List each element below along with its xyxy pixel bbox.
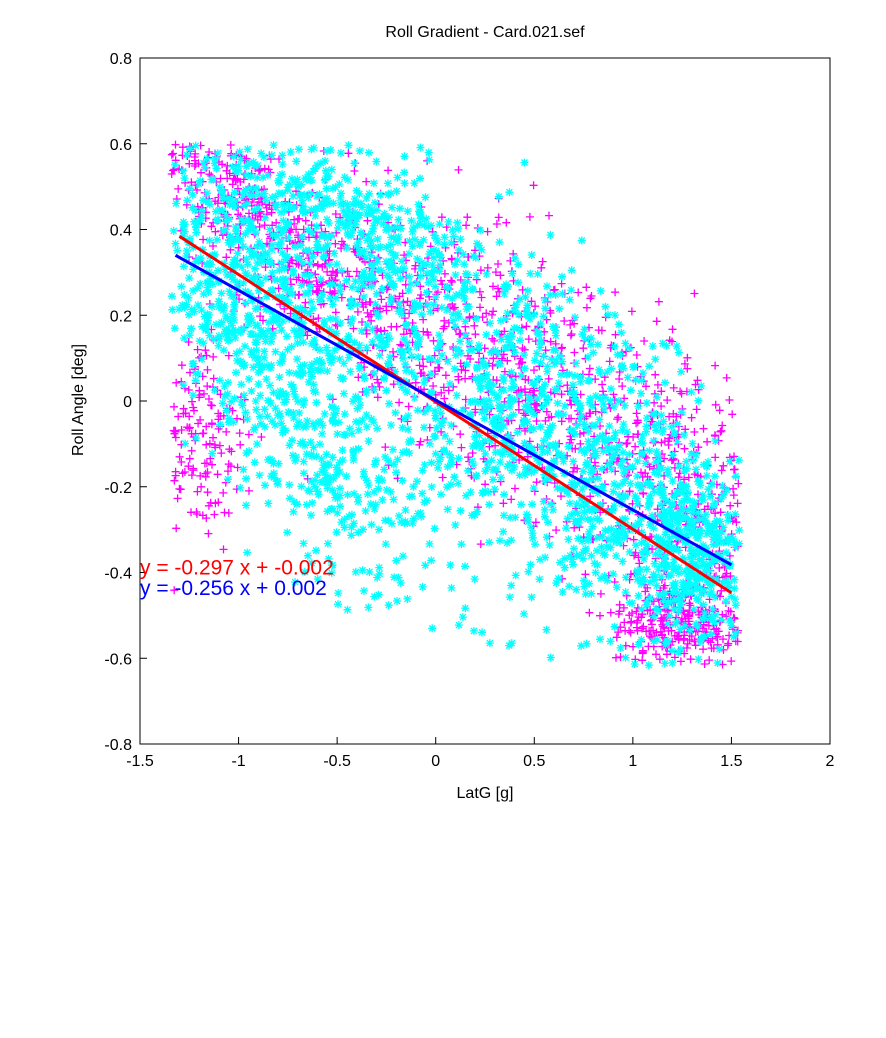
y-tick-label: 0 — [123, 394, 132, 411]
x-tick-label: -1 — [231, 753, 245, 770]
scatter-series-2 — [167, 141, 744, 670]
fit-line-2 — [174, 253, 733, 567]
x-tick-label: 2 — [826, 753, 835, 770]
fit-equation-1: y = -0.297 x + -0.002 — [140, 557, 334, 580]
y-tick-label: 0.6 — [110, 137, 132, 154]
x-tick-label: 0 — [431, 753, 440, 770]
x-tick-label: 1 — [628, 753, 637, 770]
y-tick-label: -0.4 — [104, 566, 132, 583]
y-tick-label: -0.6 — [104, 651, 132, 668]
y-tick-label: 0.2 — [110, 308, 132, 325]
y-tick-label: -0.2 — [104, 480, 132, 497]
y-tick-label: 0.8 — [110, 51, 132, 68]
x-tick-label: 1.5 — [720, 753, 742, 770]
x-axis-label: LatG [g] — [457, 785, 514, 802]
y-tick-label: -0.8 — [104, 737, 132, 754]
fit-lines-layer — [174, 235, 733, 595]
x-tick-label: -1.5 — [126, 753, 154, 770]
fit-equation-2: y = -0.256 x + 0.002 — [140, 577, 327, 600]
chart-title: Roll Gradient - Card.021.sef — [385, 24, 585, 41]
y-axis-label: Roll Angle [deg] — [70, 344, 87, 456]
y-tick-label: 0.4 — [110, 223, 132, 240]
fit-line-1 — [178, 235, 733, 595]
x-tick-label: 0.5 — [523, 753, 545, 770]
scatter-layer — [167, 140, 744, 670]
axis-ticks: -1.5 -1 -0.5 0 0.5 1 1.5 2 -0.8 -0.6 -0.4 -0.2 0 0.2 0… — [104, 51, 834, 770]
x-tick-label: -0.5 — [323, 753, 351, 770]
